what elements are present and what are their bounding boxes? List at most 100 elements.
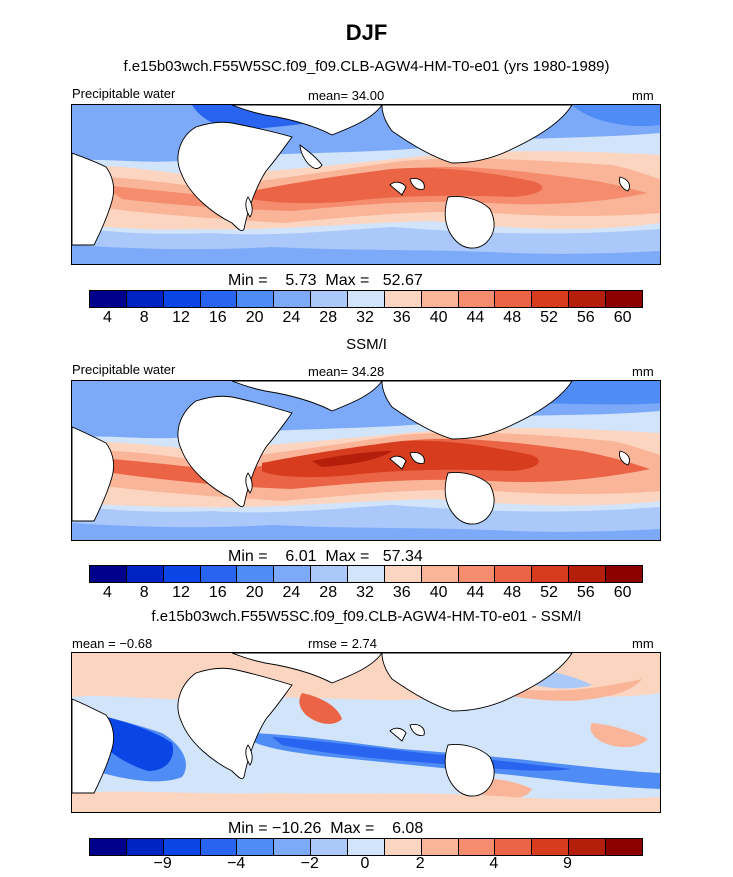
colorbar-swatch <box>495 566 533 582</box>
colorbar-tick-label: 44 <box>466 309 485 326</box>
panel-2-colorbar-ticks: 4 8 12 16 20 24 28 32 36 40 44 48 52 56 60 <box>89 584 641 602</box>
colorbar-swatch <box>163 839 201 855</box>
panel-3-map-field <box>72 653 660 812</box>
colorbar-swatch <box>90 566 127 582</box>
panel-2-units-label: mm <box>632 364 654 379</box>
colorbar-tick-label: 56 <box>576 584 595 601</box>
panel-2-minmax: Min = 6.01 Max = 57.34 <box>228 548 423 565</box>
colorbar-swatch <box>126 291 164 307</box>
colorbar-swatch <box>458 839 496 855</box>
colorbar-swatch <box>237 839 275 855</box>
colorbar-tick-label: 12 <box>172 309 190 326</box>
colorbar-tick-label: 48 <box>503 309 522 326</box>
colorbar-tick-label: 4 <box>102 584 112 601</box>
colorbar-tick-label: −4 <box>227 855 246 872</box>
colorbar-tick-label: 56 <box>576 309 595 326</box>
colorbar-tick-label: 40 <box>429 584 448 601</box>
figure-title: DJF <box>345 20 388 45</box>
panel-3-colorbar-ticks: −9 −4 −2 0 2 4 9 <box>89 855 641 873</box>
colorbar-swatch <box>421 566 459 582</box>
colorbar-tick-label: −2 <box>300 855 319 872</box>
colorbar-swatch <box>274 291 312 307</box>
panel-2-colorbar <box>89 565 643 583</box>
colorbar-tick-label: 40 <box>429 309 448 326</box>
colorbar-swatch <box>421 839 459 855</box>
colorbar-swatch <box>569 839 607 855</box>
colorbar-tick-label: 20 <box>245 584 264 601</box>
colorbar-swatch <box>569 566 607 582</box>
colorbar-tick-label: 8 <box>139 309 149 326</box>
colorbar-tick-label: 36 <box>392 584 411 601</box>
colorbar-swatch <box>421 291 459 307</box>
panel-3-colorbar <box>89 838 643 856</box>
panel-1-variable-label: Precipitable water <box>72 86 176 101</box>
panel-2-mean-label: mean= 34.28 <box>308 364 385 379</box>
colorbar-swatch <box>532 839 570 855</box>
colorbar-swatch <box>458 566 496 582</box>
panel-1-units-label: mm <box>632 88 654 103</box>
colorbar-tick-label: 32 <box>356 584 374 601</box>
colorbar-swatch <box>274 839 312 855</box>
colorbar-swatch <box>606 839 642 855</box>
colorbar-tick-label: 32 <box>356 309 374 326</box>
colorbar-swatch <box>348 291 385 307</box>
colorbar-tick-label: −9 <box>153 855 172 872</box>
colorbar-swatch <box>311 566 349 582</box>
colorbar-tick-label: 60 <box>613 584 632 601</box>
colorbar-tick-label: 36 <box>392 309 411 326</box>
colorbar-swatch <box>384 566 422 582</box>
colorbar-tick-label: 24 <box>282 584 301 601</box>
colorbar-tick-label: 48 <box>503 584 522 601</box>
colorbar-tick-label: 28 <box>319 584 338 601</box>
panel-3-minmax: Min = −10.26 Max = 6.08 <box>228 820 424 837</box>
colorbar-swatch <box>90 839 127 855</box>
panel-3-units-label: mm <box>632 636 654 651</box>
panel-1-map-field <box>72 105 660 264</box>
colorbar-tick-label: 9 <box>562 855 572 872</box>
colorbar-swatch <box>348 839 385 855</box>
colorbar-swatch <box>532 566 570 582</box>
colorbar-tick-label: 52 <box>540 309 558 326</box>
colorbar-tick-label: 44 <box>466 584 485 601</box>
panel-1-mean-label: mean= 34.00 <box>308 88 385 103</box>
colorbar-swatch <box>384 839 422 855</box>
colorbar-swatch <box>200 291 238 307</box>
panel-3-rmse-label: rmse = 2.74 <box>308 636 378 651</box>
panel-2-map-field <box>72 381 660 540</box>
colorbar-swatch <box>495 291 533 307</box>
colorbar-swatch <box>311 291 349 307</box>
colorbar-swatch <box>348 566 385 582</box>
panel-3-mean-label: mean = −0.68 <box>72 636 153 651</box>
colorbar-swatch <box>458 291 496 307</box>
colorbar-swatch <box>163 566 201 582</box>
colorbar-swatch <box>200 566 238 582</box>
colorbar-swatch <box>569 291 607 307</box>
panel-2-variable-label: Precipitable water <box>72 362 176 377</box>
colorbar-tick-label: 52 <box>540 584 558 601</box>
panel-1-colorbar <box>89 290 643 308</box>
colorbar-tick-label: 16 <box>208 584 227 601</box>
colorbar-tick-label: 0 <box>360 855 370 872</box>
colorbar-tick-label: 28 <box>319 309 338 326</box>
colorbar-swatch <box>237 566 275 582</box>
colorbar-tick-label: 24 <box>282 309 301 326</box>
colorbar-swatch <box>163 291 201 307</box>
colorbar-swatch <box>532 291 570 307</box>
colorbar-swatch <box>237 291 275 307</box>
colorbar-swatch <box>311 839 349 855</box>
colorbar-tick-label: 16 <box>208 309 227 326</box>
colorbar-tick-label: 8 <box>139 584 149 601</box>
colorbar-tick-label: 20 <box>245 309 264 326</box>
colorbar-swatch <box>606 291 642 307</box>
panel-1-colorbar-ticks: 4 8 12 16 20 24 28 32 36 40 44 48 52 56 60 <box>89 309 641 327</box>
colorbar-swatch <box>495 839 533 855</box>
colorbar-swatch <box>606 566 642 582</box>
panel-1-map <box>71 104 661 265</box>
panel-1-heading: f.e15b03wch.F55W5SC.f09_f09.CLB-AGW4-HM-… <box>123 58 610 75</box>
panel-2-heading: SSM/I <box>346 336 387 353</box>
colorbar-swatch <box>126 566 164 582</box>
colorbar-tick-label: 4 <box>489 855 499 872</box>
colorbar-tick-label: 12 <box>172 584 190 601</box>
colorbar-tick-label: 4 <box>102 309 112 326</box>
colorbar-swatch <box>90 291 127 307</box>
